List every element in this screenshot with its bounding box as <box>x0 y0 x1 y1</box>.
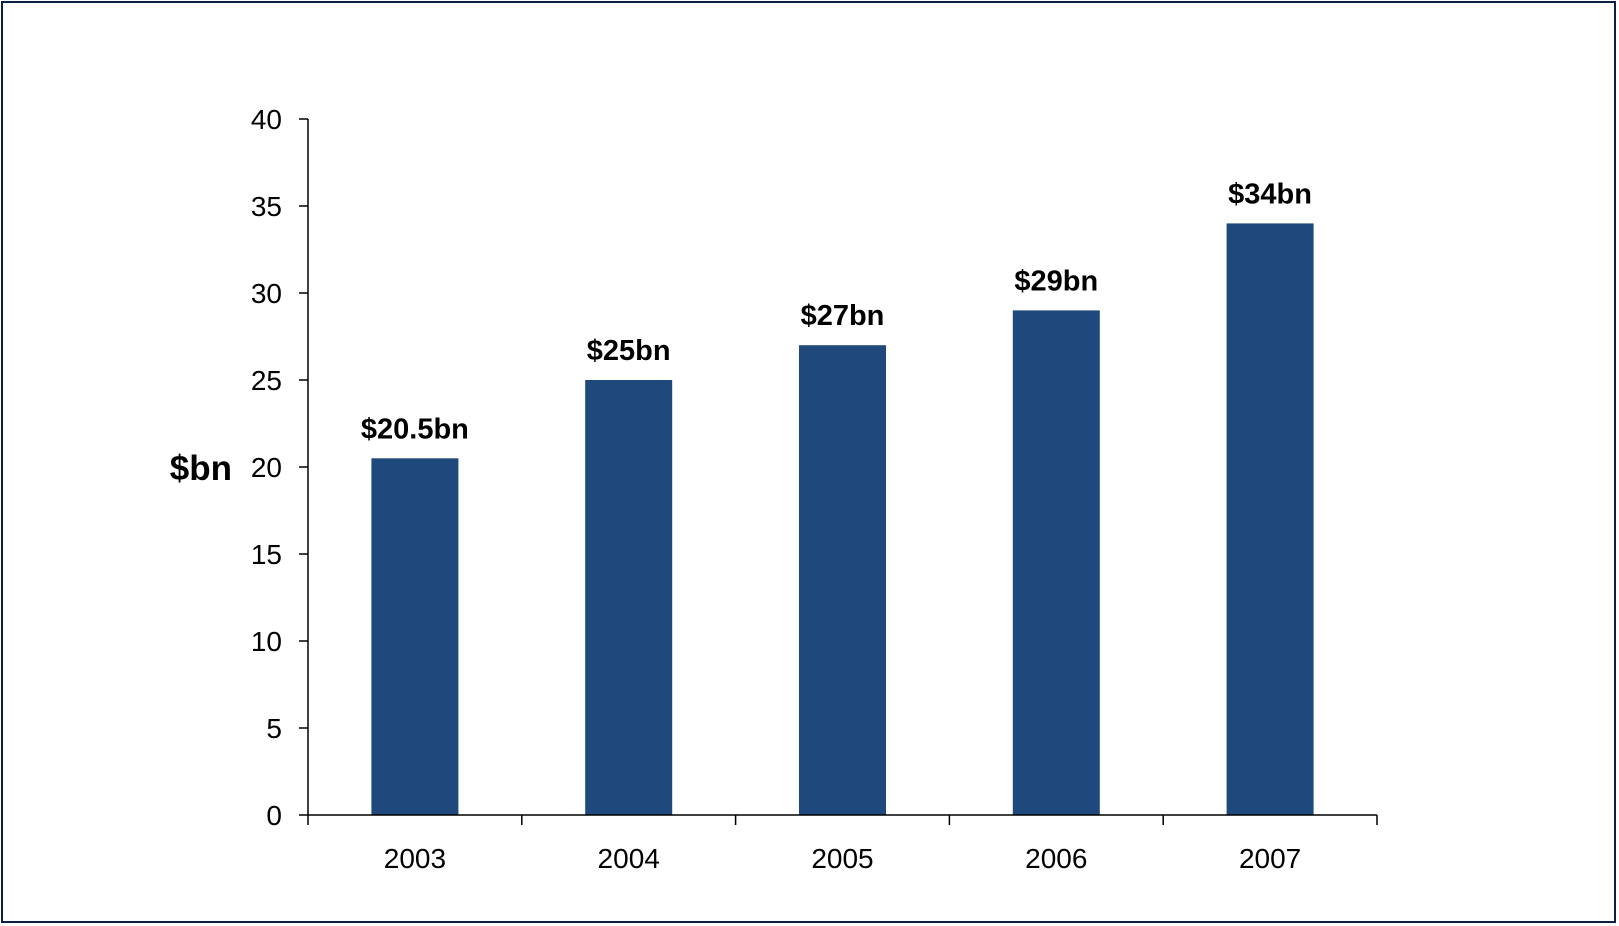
y-tick-label-5: 5 <box>266 713 282 744</box>
data-label-2003: $20.5bn <box>361 413 469 445</box>
bar-2005 <box>799 345 886 815</box>
y-tick-label-30: 30 <box>251 278 282 309</box>
bar-2007 <box>1226 223 1314 815</box>
y-tick-label-15: 15 <box>251 539 282 570</box>
y-tick-label-0: 0 <box>266 800 282 831</box>
y-axis-label: $bn <box>170 449 232 488</box>
data-label-2006: $29bn <box>1014 265 1098 297</box>
y-tick-label-35: 35 <box>251 191 282 222</box>
data-label-2004: $25bn <box>587 335 671 367</box>
x-tick-label-2007: 2007 <box>1239 843 1301 874</box>
y-tick-label-25: 25 <box>251 365 282 396</box>
y-tick-label-10: 10 <box>251 626 282 657</box>
x-tick-label-2004: 2004 <box>598 843 660 874</box>
bar-2004 <box>585 380 673 815</box>
bar-2006 <box>1012 310 1100 815</box>
y-tick-label-20: 20 <box>251 452 282 483</box>
y-tick-label-40: 40 <box>251 104 282 135</box>
x-tick-label-2006: 2006 <box>1025 843 1087 874</box>
bar-2003 <box>371 458 459 815</box>
x-tick-label-2003: 2003 <box>384 843 446 874</box>
data-label-2007: $34bn <box>1228 178 1312 210</box>
data-label-2005: $27bn <box>801 300 885 332</box>
axes-layer: 0 5 10 15 20 25 30 35 40 <box>251 104 1378 831</box>
bars-layer <box>371 223 1314 815</box>
data-labels-layer: $20.5bn 2003 $25bn 2004 $27bn 2005 $29bn 2006 $3… <box>361 178 1312 874</box>
x-tick-label-2005: 2005 <box>811 843 873 874</box>
